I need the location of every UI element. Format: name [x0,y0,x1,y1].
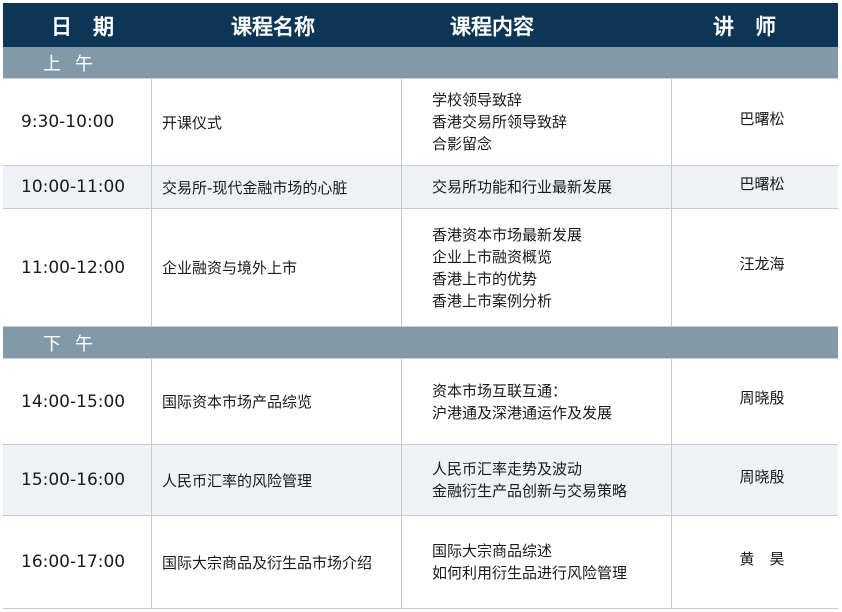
time-cell: 9:30-10:00 [3,79,152,165]
content-line: 香港上市的优势 [432,269,538,288]
lecturer-cell: 黄 昊 [739,549,785,568]
table-row: 14:00-15:00 国际资本市场产品综览 资本市场互联互通： 沪港通及深港通运作及… [3,359,838,445]
section-row: 上午 [3,47,838,79]
lecturer-cell: 周晓殷 [739,389,785,407]
course-cell: 开课仪式 [152,79,402,165]
course-cell: 企业融资与境外上市 [152,209,402,326]
table-header: 日 期 课程名称 课程内容 讲 师 [3,3,838,47]
section-label: 上午 [43,54,107,75]
content-line: 沪港通及深港通运作及发展 [432,403,613,422]
table-row: 15:00-16:00 人民币汇率的风险管理 人民币汇率走势及波动 金融衍生产品创新与… [3,445,838,516]
table-row: 16:00-17:00 国际大宗商品及衍生品市场介绍 国际大宗商品综述 如何利用衍生品… [3,516,838,609]
content-cell: 人民币汇率走势及波动金融衍生产品创新与交易策略 [402,445,672,515]
content-cell: 学校领导致辞香港交易所领导致辞 合影留念 [402,79,672,165]
content-line: 合影留念 [432,135,493,153]
section-row: 下午 [3,327,838,359]
course-cell: 人民币汇率的风险管理 [152,445,402,515]
lecturer-cell: 周晓殷 [739,467,785,486]
course-cell: 交易所-现代金融市场的心脏 [152,166,402,208]
header-content: 课程内容 [450,15,534,39]
content-line: 国际大宗商品综述 [432,542,553,560]
course-cell: 国际资本市场产品综览 [152,359,402,444]
content-line: 香港资本市场最新发展 [432,225,583,244]
schedule-table: 日 期 课程名称 课程内容 讲 师 上午 9:30-10:00 开课仪式 学校领导致辞… [3,3,838,609]
time-cell: 10:00-11:00 [3,166,152,208]
content-line: 如何利用衍生品进行风险管理 [432,564,628,582]
header-date: 日 期 [51,15,114,39]
content-line: 香港交易所领导致辞 [432,113,568,131]
lecturer-cell: 巴曙松 [739,174,785,193]
section-label: 下午 [43,334,107,355]
time-cell: 16:00-17:00 [3,516,152,608]
content-line: 资本市场互联互通： [432,381,568,400]
content-cell: 香港资本市场最新发展 企业上市融资概览 香港上市的优势 香港上市案例分析 [402,209,672,326]
content-line: 人民币汇率走势及波动 [432,460,583,478]
table-row: 9:30-10:00 开课仪式 学校领导致辞 香港交易所领导致辞 合影留念 巴曙松 [3,79,838,166]
content-line: 学校领导致辞 [432,91,523,109]
course-cell: 国际大宗商品及衍生品市场介绍 [152,516,402,608]
time-cell: 14:00-15:00 [3,359,152,444]
lecturer-cell: 汪龙海 [739,255,785,273]
time-cell: 11:00-12:00 [3,209,152,326]
time-cell: 15:00-16:00 [3,445,152,515]
content-line: 金融衍生产品创新与交易策略 [432,482,628,500]
content-cell: 交易所功能和行业最新发展 [402,166,672,208]
header-lecturer: 讲 师 [713,15,776,39]
content-line: 香港上市案例分析 [432,291,553,310]
content-cell: 资本市场互联互通： 沪港通及深港通运作及发展 [402,359,672,444]
header-course: 课程名称 [231,15,315,39]
table-row: 11:00-12:00 企业融资与境外上市 香港资本市场最新发展 企业上市融资概览 香港… [3,209,838,327]
content-line: 企业上市融资概览 [432,247,553,266]
content-line: 交易所功能和行业最新发展 [432,178,613,196]
content-cell: 国际大宗商品综述如何利用衍生品进行风险管理 [402,516,672,608]
table-row: 10:00-11:00 交易所-现代金融市场的心脏 交易所功能和行业最新发展 巴曙松 [3,166,838,209]
lecturer-cell: 巴曙松 [739,109,785,128]
